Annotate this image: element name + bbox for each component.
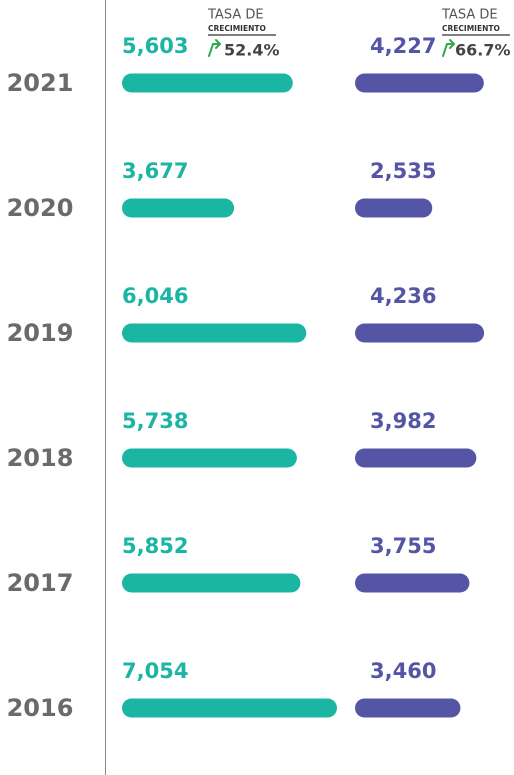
bar	[122, 323, 307, 343]
value-label: 5,603	[122, 34, 188, 58]
value-label: 2,535	[370, 159, 436, 183]
growth-rate: 52.4%	[224, 41, 280, 60]
bar	[122, 448, 297, 468]
y-tick-label: 2020	[7, 194, 74, 222]
y-tick-label: 2016	[7, 694, 74, 722]
growth-rate: 66.7%	[455, 41, 511, 60]
annotation-title: TASA DE	[207, 8, 264, 23]
value-label: 6,046	[122, 284, 188, 308]
bar	[122, 698, 337, 718]
bar	[355, 448, 477, 468]
bar	[355, 73, 484, 93]
growth-arrow	[208, 39, 222, 57]
bar	[355, 573, 470, 593]
value-label: 4,227	[370, 34, 436, 58]
y-tick-label: 2019	[7, 319, 74, 347]
value-label: 3,982	[370, 409, 436, 433]
bar	[355, 198, 433, 218]
y-tick-label: 2021	[7, 69, 74, 97]
value-label: 5,738	[122, 409, 188, 433]
annotation-subtitle: CRECIMIENTO	[208, 24, 266, 33]
annotation-subtitle: CRECIMIENTO	[442, 24, 500, 33]
value-label: 3,460	[370, 659, 436, 683]
bar	[355, 698, 461, 718]
growth-arrow	[442, 39, 456, 57]
annotation-title: TASA DE	[441, 8, 498, 23]
value-label: 3,677	[122, 159, 188, 183]
bar	[122, 73, 293, 93]
value-label: 7,054	[122, 659, 188, 683]
y-tick-label: 2018	[7, 444, 74, 472]
value-label: 5,852	[122, 534, 188, 558]
y-tick-label: 2017	[7, 569, 74, 597]
value-label: 3,755	[370, 534, 436, 558]
bar	[122, 573, 301, 593]
bar	[122, 198, 235, 218]
bar	[355, 323, 485, 343]
value-label: 4,236	[370, 284, 436, 308]
